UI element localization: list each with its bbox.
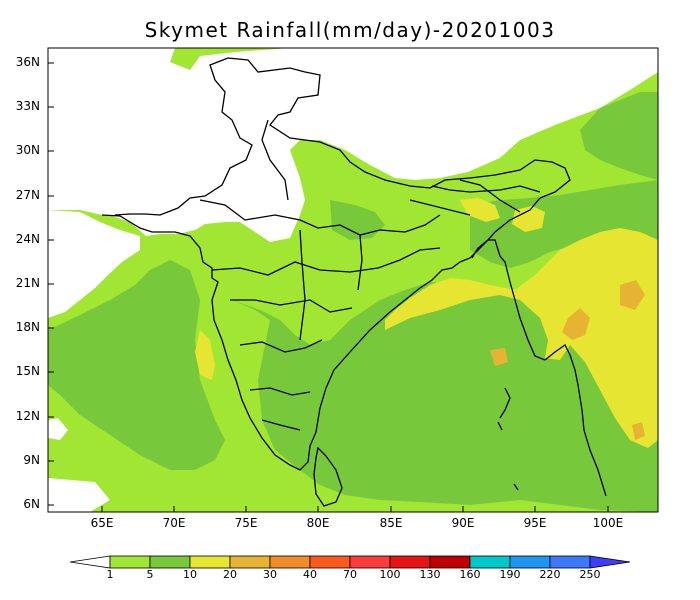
legend-label-70: 70 bbox=[343, 568, 357, 581]
legend-bar bbox=[69, 555, 631, 569]
legend-swatch-70-100 bbox=[349, 555, 391, 569]
lat-label-30n: 30N bbox=[15, 143, 40, 157]
legend-swatch-10-20 bbox=[189, 555, 231, 569]
lat-label-18n: 18N bbox=[15, 320, 40, 334]
legend-swatch-below-1 bbox=[69, 555, 111, 569]
legend-label-190: 190 bbox=[499, 568, 521, 581]
heavy-rain-areas bbox=[195, 198, 658, 448]
rainfall-field bbox=[48, 48, 658, 512]
legend-swatch-100-130 bbox=[389, 555, 431, 569]
moderate-rain-areas bbox=[48, 92, 658, 512]
plot-frame bbox=[47, 47, 659, 513]
lat-label-9n: 9N bbox=[23, 453, 40, 467]
lat-label-15n: 15N bbox=[15, 364, 40, 378]
lat-label-33n: 33N bbox=[15, 99, 40, 113]
legend-swatch-190-220 bbox=[509, 555, 551, 569]
legend-swatch-40-70 bbox=[309, 555, 351, 569]
legend-label-30: 30 bbox=[263, 568, 277, 581]
legend-label-1: 1 bbox=[106, 568, 114, 581]
legend-label-160: 160 bbox=[459, 568, 481, 581]
lat-label-27n: 27N bbox=[15, 188, 40, 202]
lon-label-90e: 90E bbox=[451, 516, 475, 530]
map-title: Skymet Rainfall(mm/day)-20201003 bbox=[144, 18, 556, 42]
legend-label-40: 40 bbox=[303, 568, 317, 581]
legend-label-10: 10 bbox=[183, 568, 197, 581]
legend-label-130: 130 bbox=[419, 568, 441, 581]
legend-label-220: 220 bbox=[539, 568, 561, 581]
lon-label-80e: 80E bbox=[306, 516, 330, 530]
lat-label-36n: 36N bbox=[15, 55, 40, 69]
legend-label-20: 20 bbox=[223, 568, 237, 581]
lon-label-70e: 70E bbox=[162, 516, 186, 530]
legend-swatch-130-160 bbox=[429, 555, 471, 569]
legend-label-250: 250 bbox=[579, 568, 601, 581]
lon-label-95e: 95E bbox=[523, 516, 547, 530]
legend-label-100: 100 bbox=[379, 568, 401, 581]
legend-swatch-30-40 bbox=[269, 555, 311, 569]
lat-label-24n: 24N bbox=[15, 232, 40, 246]
lon-label-100e: 100E bbox=[592, 516, 624, 530]
legend-swatch-1-5 bbox=[109, 555, 151, 569]
legend-swatch-20-30 bbox=[229, 555, 271, 569]
axis-ticks bbox=[48, 62, 609, 512]
very-heavy-rain-areas bbox=[490, 280, 645, 440]
lon-label-75e: 75E bbox=[234, 516, 258, 530]
legend-swatch-5-10 bbox=[149, 555, 191, 569]
legend-swatch-160-190 bbox=[469, 555, 511, 569]
legend-swatch-above-250 bbox=[589, 555, 631, 569]
lat-label-21n: 21N bbox=[15, 276, 40, 290]
lat-label-6n: 6N bbox=[23, 497, 40, 511]
boundary-lines bbox=[101, 57, 607, 507]
legend-label-5: 5 bbox=[146, 568, 154, 581]
lon-label-65e: 65E bbox=[90, 516, 114, 530]
lon-label-85e: 85E bbox=[379, 516, 403, 530]
lat-label-12n: 12N bbox=[15, 409, 40, 423]
legend-swatch-220-250 bbox=[549, 555, 591, 569]
